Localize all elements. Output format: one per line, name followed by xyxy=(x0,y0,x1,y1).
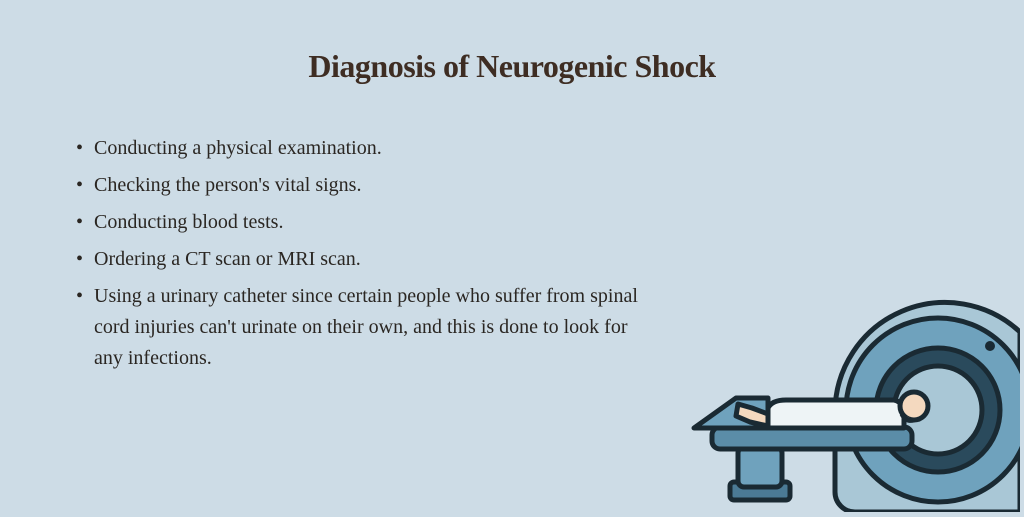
list-item: Ordering a CT scan or MRI scan. xyxy=(72,244,660,275)
list-item: Checking the person's vital signs. xyxy=(72,170,660,201)
bullet-list: Conducting a physical examination. Check… xyxy=(72,133,660,374)
page-title: Diagnosis of Neurogenic Shock xyxy=(0,0,1024,85)
bullet-list-container: Conducting a physical examination. Check… xyxy=(0,85,720,374)
list-item: Using a urinary catheter since certain p… xyxy=(72,281,660,374)
list-item: Conducting a physical examination. xyxy=(72,133,660,164)
mri-illustration xyxy=(690,282,1020,512)
list-item: Conducting blood tests. xyxy=(72,207,660,238)
